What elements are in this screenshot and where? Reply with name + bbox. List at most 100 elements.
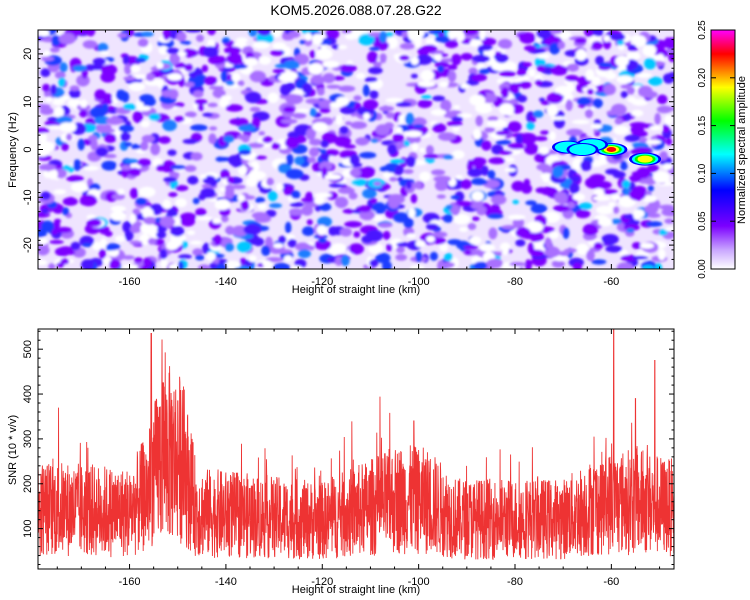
spectrogram-cell xyxy=(605,168,620,175)
spectrogram-cell xyxy=(117,188,125,195)
spectrogram-cell xyxy=(426,235,435,243)
spectrogram-cell xyxy=(598,217,613,227)
spectrogram-cell xyxy=(647,213,661,218)
spectrogram-cell xyxy=(285,93,304,105)
spectrogram-cell xyxy=(41,220,54,233)
spectrogram-cell xyxy=(481,140,492,151)
spectrogram-cell xyxy=(488,227,498,240)
snr-series xyxy=(38,329,674,561)
spectrogram-cell xyxy=(491,60,509,72)
spectrogram-cell xyxy=(249,70,266,83)
spectrogram-cell xyxy=(369,90,379,100)
spectrogram-cell xyxy=(140,222,157,235)
spectrogram-cell xyxy=(99,238,108,250)
spectrogram-cell xyxy=(318,202,332,212)
spectrogram-cell xyxy=(226,53,243,65)
spectrogram-cell xyxy=(411,117,427,127)
spectrogram-cell xyxy=(658,229,668,236)
colorbar-tick-label: 0.00 xyxy=(697,259,708,279)
spectrogram-cell xyxy=(112,193,125,200)
spectrogram-cell xyxy=(428,30,446,35)
spectrogram-cell xyxy=(220,170,230,179)
spectrogram-cell xyxy=(247,142,265,148)
spectrogram-cell xyxy=(454,201,473,207)
colorbar-tick-label: 0.05 xyxy=(697,211,708,231)
spectrogram-cell xyxy=(267,191,278,202)
spectrogram-cell xyxy=(603,35,611,42)
spectrogram-cell xyxy=(519,81,532,89)
spectrogram-cell xyxy=(162,119,177,132)
spectrogram-cell xyxy=(58,32,76,45)
spectrogram-cell xyxy=(237,80,245,87)
spectrogram-cell xyxy=(98,248,106,260)
spectrogram-cell xyxy=(54,71,66,79)
spectrogram-cell xyxy=(115,235,126,242)
spectrogram-cell xyxy=(644,175,656,185)
spectrogram-cell xyxy=(475,115,483,127)
spectrogram-cell xyxy=(415,54,433,65)
spectrogram-cell xyxy=(47,125,63,130)
spectrogram-cell xyxy=(258,56,272,65)
spectrogram-cell xyxy=(406,233,417,238)
spectrogram-cell xyxy=(361,235,374,244)
spectrogram-cell xyxy=(111,115,119,122)
spectrogram-cell xyxy=(419,171,431,182)
spectrogram-cell xyxy=(184,111,197,118)
spectrogram-cell xyxy=(471,73,488,82)
spectrogram-cell xyxy=(405,156,416,167)
spectrogram-cell xyxy=(504,167,517,173)
spectrogram-cell xyxy=(505,106,514,117)
spectrogram-cell xyxy=(610,33,626,41)
spectrogram-cell xyxy=(539,130,550,135)
spectrogram-cell xyxy=(104,133,117,144)
spectrogram-cell xyxy=(552,166,564,178)
spectrogram-cell xyxy=(273,243,284,249)
x-tick-label: -160 xyxy=(119,576,141,588)
spectrogram-cell xyxy=(575,49,587,61)
spectrogram-cell xyxy=(343,144,356,149)
spectrogram-cell xyxy=(606,110,619,116)
spectrogram-cell xyxy=(109,259,121,269)
spectrogram-cell xyxy=(162,199,172,210)
spectrogram-cell xyxy=(79,194,98,207)
spectrogram-cell xyxy=(550,65,568,76)
spectrogram-cell xyxy=(314,192,332,198)
spectrogram-cell xyxy=(284,34,294,41)
spectrogram-cell xyxy=(308,245,315,251)
spectrogram-cell xyxy=(616,39,625,46)
spectrogram-cell xyxy=(663,37,674,50)
spectrogram-cell xyxy=(525,200,537,206)
spectrogram-cell xyxy=(512,199,519,205)
spectrogram-ylabel: Frequency (Hz) xyxy=(7,112,19,188)
y-tick-label: 0 xyxy=(22,146,34,152)
spectrogram-cell xyxy=(91,241,102,251)
spectrogram-cell xyxy=(159,216,176,228)
spectrogram-cell xyxy=(212,88,226,99)
spectrogram-cell xyxy=(624,134,641,142)
spectrogram-cell xyxy=(487,170,496,179)
spectrogram-cell xyxy=(318,238,327,243)
spectrogram-cell xyxy=(138,186,156,198)
spectrogram-cell xyxy=(285,82,296,93)
spectrogram-cell xyxy=(105,243,121,251)
spectrogram-cell xyxy=(86,30,96,37)
spectrogram-cell xyxy=(533,136,548,142)
spectrogram-cell xyxy=(207,102,218,108)
spectrogram-cell xyxy=(301,205,314,216)
spectrogram-cell xyxy=(536,30,552,39)
spectrogram-cell xyxy=(644,57,657,70)
spectrogram-cell xyxy=(104,153,117,159)
spectrogram-cell xyxy=(195,208,207,217)
spectrogram-cell xyxy=(190,124,208,131)
spectrogram-cell xyxy=(414,181,423,190)
spectrogram-cell xyxy=(110,205,126,212)
spectrogram-cell xyxy=(487,213,504,219)
spectrogram-cell xyxy=(616,262,634,269)
spectrogram-cell xyxy=(392,133,404,143)
spectrogram-cell xyxy=(243,57,258,67)
spectrogram-cell xyxy=(535,56,546,68)
spectrogram-cell xyxy=(658,248,666,261)
spectrogram-cell xyxy=(189,240,203,245)
spectrogram-cell xyxy=(580,160,592,171)
spectrogram-cell xyxy=(143,216,156,225)
